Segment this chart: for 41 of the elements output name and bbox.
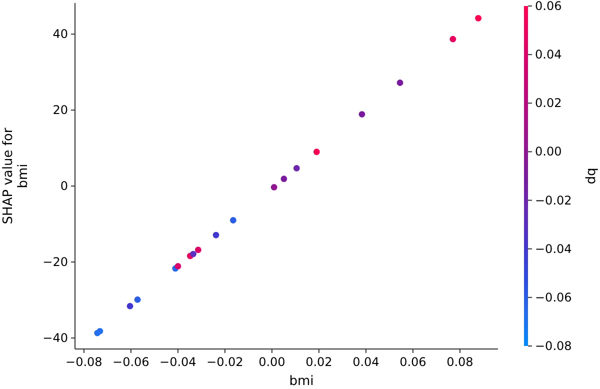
y-tick-label: 40 [52, 27, 68, 42]
y-tick-label: 20 [52, 103, 68, 118]
color-bar-label: 0.04 [535, 48, 562, 62]
x-tick-label: −0.04 [160, 355, 196, 369]
point [230, 217, 236, 224]
x-tick-label: 0.06 [400, 355, 426, 369]
x-axis-title: bmi [289, 374, 314, 389]
point [174, 263, 182, 270]
x-tick-label: 0.04 [352, 355, 380, 369]
x-tick-label: −0.06 [112, 355, 150, 369]
color-bar-label: 0.06 [535, 0, 562, 13]
point [134, 296, 141, 303]
point [96, 328, 104, 334]
y-tick-label: 0 [60, 179, 68, 194]
color-bar-label: −0.02 [535, 193, 572, 208]
x-tick-label: −0.08 [66, 355, 102, 369]
point [358, 111, 366, 118]
point [270, 184, 278, 190]
y-axis-title: SHAP value for bmi [1, 127, 31, 224]
x-tick-label: 0.08 [446, 355, 474, 369]
y-tick-label: −20 [42, 255, 68, 270]
color-bar-label: −0.08 [535, 339, 572, 353]
point [190, 250, 196, 258]
y-tick-label: −40 [42, 330, 68, 345]
point [293, 165, 300, 172]
color-bar-label: −0.06 [535, 290, 572, 304]
color-bar-label: −0.04 [535, 242, 572, 256]
x-tick-label: 0.00 [258, 355, 286, 369]
color-bar-label: 0.00 [535, 144, 562, 159]
point [396, 80, 404, 86]
point [450, 36, 456, 42]
point [126, 302, 134, 310]
point [194, 246, 202, 254]
x-tick-label: −0.02 [206, 355, 244, 369]
color-bar-title: bp [584, 168, 599, 184]
point [280, 176, 288, 182]
x-tick-label: 0.02 [306, 355, 332, 369]
point [212, 232, 220, 238]
point [475, 14, 482, 22]
color-bar-label: 0.02 [535, 96, 562, 110]
point [313, 148, 320, 156]
